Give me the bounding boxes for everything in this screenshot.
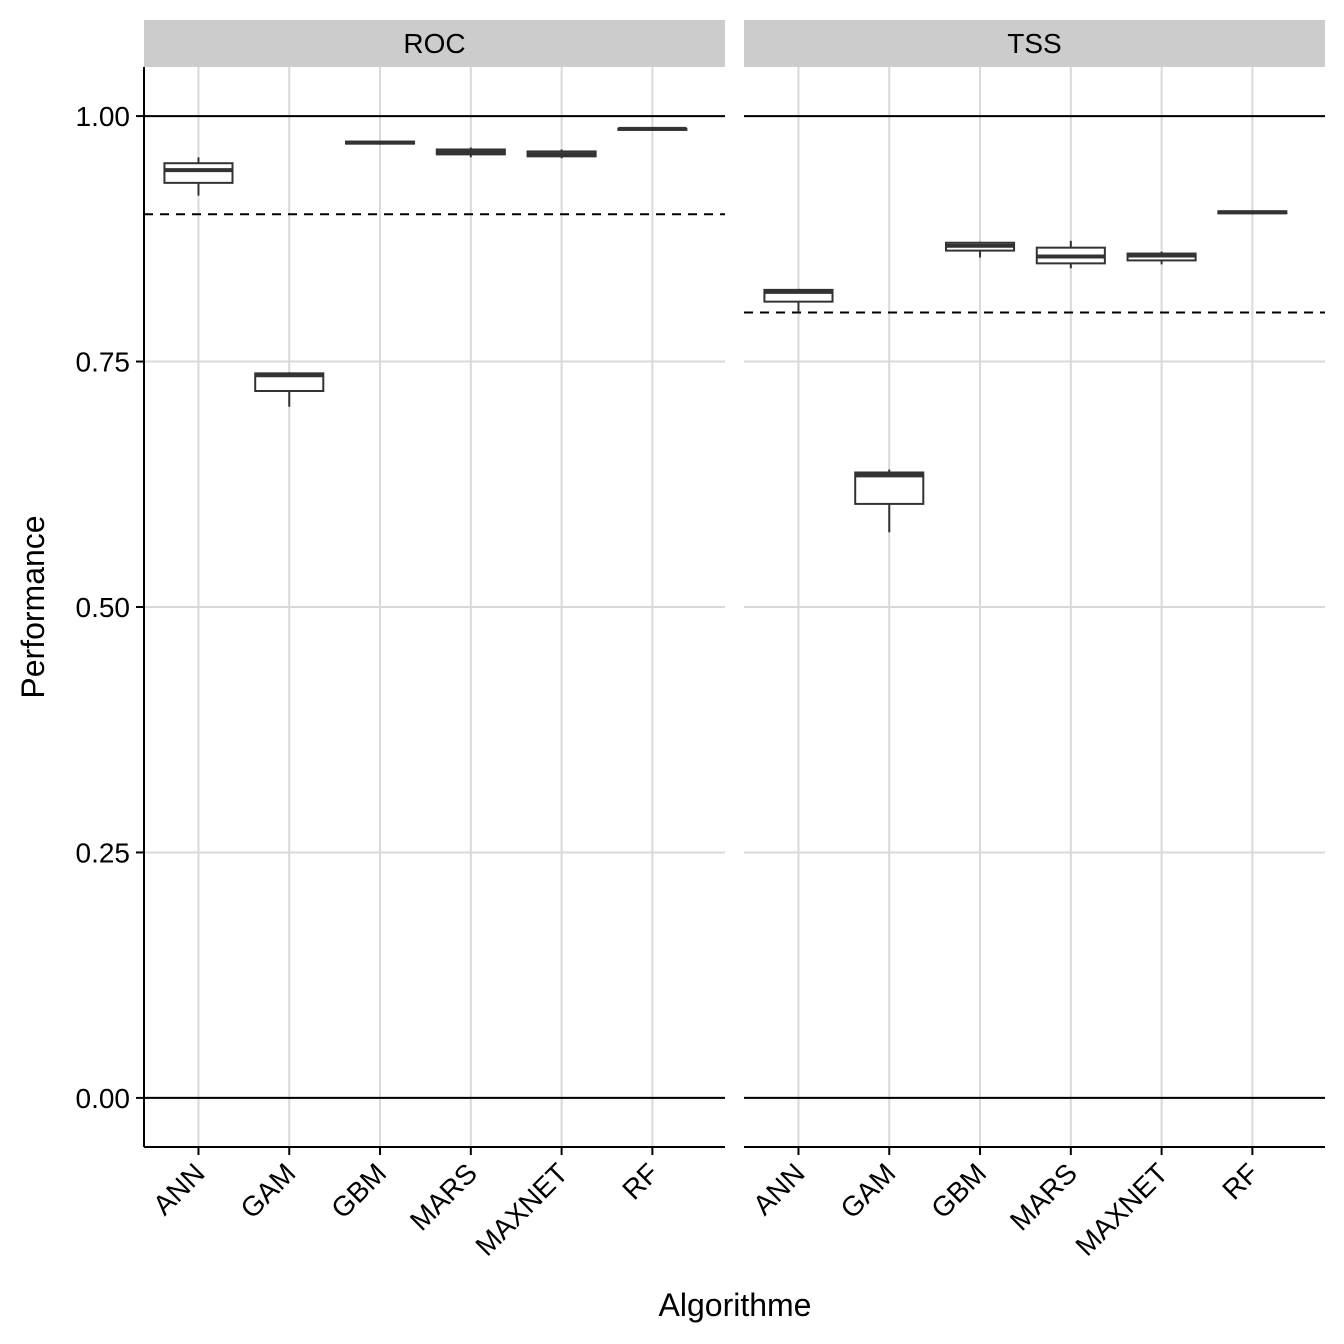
box-ann xyxy=(163,157,234,196)
box-gbm xyxy=(344,140,416,145)
y-tick-label: 0.25 xyxy=(76,837,131,868)
box-gam xyxy=(854,469,925,533)
x-tick-label: GAM xyxy=(834,1157,901,1224)
box-mars xyxy=(1035,240,1106,269)
box-iqr xyxy=(854,471,925,505)
x-tick-label: RF xyxy=(1216,1157,1264,1205)
x-tick-label: RF xyxy=(616,1157,664,1205)
x-tick-label: GBM xyxy=(325,1157,392,1224)
box-mars xyxy=(435,147,506,158)
box-gam xyxy=(254,372,325,407)
x-axis-title: Algorithme xyxy=(659,1287,812,1323)
y-axis-title: Performance xyxy=(15,515,51,698)
y-tick-label: 1.00 xyxy=(76,101,131,132)
facet-strip xyxy=(144,20,725,67)
box-rf xyxy=(617,126,688,131)
x-tick-label: MAXNET xyxy=(469,1157,573,1261)
y-axis: 0.00 0.25 0.50 0.75 1.00 xyxy=(76,67,145,1147)
x-tick-label: GAM xyxy=(234,1157,301,1224)
box-iqr xyxy=(163,162,234,184)
y-tick-label: 0.00 xyxy=(76,1083,131,1114)
box-gbm xyxy=(944,241,1016,258)
facet-strip-label: ROC xyxy=(403,28,465,59)
x-tick-label: ANN xyxy=(747,1157,811,1221)
x-tick-label: MARS xyxy=(404,1157,483,1236)
facet-strip xyxy=(744,20,1325,67)
y-tick-label: 0.50 xyxy=(76,592,131,623)
x-tick-label: ANN xyxy=(147,1157,211,1221)
x-tick-label: MARS xyxy=(1004,1157,1083,1236)
x-tick-label: MAXNET xyxy=(1069,1157,1173,1261)
x-tick-label: GBM xyxy=(925,1157,992,1224)
box-maxnet xyxy=(526,149,597,159)
facet-strip-label: TSS xyxy=(1007,28,1061,59)
box-ann xyxy=(763,288,834,313)
box-rf xyxy=(1217,210,1288,215)
y-tick-label: 0.75 xyxy=(76,347,131,378)
box-maxnet xyxy=(1126,251,1197,265)
